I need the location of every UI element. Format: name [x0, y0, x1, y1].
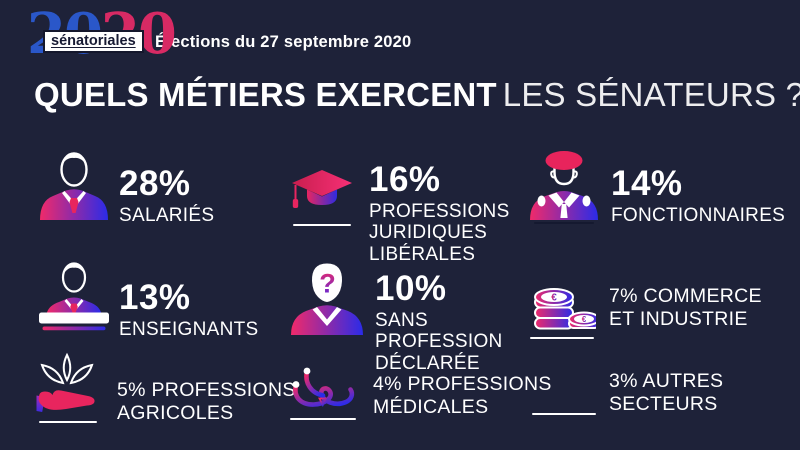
stethoscope-icon [292, 367, 355, 408]
stat-professions-agricoles: 5% PROFESSIONS AGRICOLES [36, 352, 296, 425]
stat-text: 4% PROFESSIONS MÉDICALES [373, 373, 552, 418]
stat-text: 5% PROFESSIONS AGRICOLES [117, 379, 296, 424]
divider-line [39, 421, 97, 423]
svg-text:€: € [582, 315, 587, 324]
stat-enseignants: 13% ENSEIGNANTS [38, 260, 259, 340]
stat-value: 13% [119, 278, 191, 317]
stat-commerce-industrie: € € 7% COMMERCE ET INDUSTRIE [528, 272, 762, 339]
beret-official-icon [530, 151, 598, 220]
svg-text:?: ? [319, 269, 336, 299]
stat-label: FONCTIONNAIRES [611, 205, 786, 226]
divider-line [293, 224, 351, 226]
stat-professions-juridiques-liberales: 16% PROFESSIONS JURIDIQUES LIBÉRALES [290, 148, 510, 265]
svg-text:€: € [551, 292, 557, 303]
stat-salaries: 28% SALARIÉS [38, 148, 214, 226]
divider-line [534, 222, 594, 224]
graduation-cap-icon [292, 170, 352, 208]
logo-badge-senatoriales: sénatoriales [43, 30, 144, 53]
question-person-icon: ? [291, 263, 363, 335]
stat-label: SALARIÉS [119, 205, 215, 226]
stat-fonctionnaires: 14% FONCTIONNAIRES [528, 148, 785, 226]
page-title: QUELS MÉTIERS EXERCENT LES SÉNATEURS ? [34, 76, 800, 114]
stat-text: 3% AUTRES SECTEURS [609, 370, 724, 415]
event-date-label: Élections du 27 septembre 2020 [155, 33, 412, 51]
stat-sans-profession-declaree: ? 10% SANS PROFESSION DÉCLARÉE [288, 260, 503, 374]
teacher-desk-icon [39, 262, 109, 331]
stat-professions-medicales: 4% PROFESSIONS MÉDICALES [288, 362, 552, 420]
stat-value: 14% [611, 164, 683, 203]
stat-label: ENSEIGNANTS [119, 319, 259, 340]
stat-value: 10% [375, 269, 447, 308]
icon-spacer [532, 366, 596, 413]
euro-coins-icon: € € [534, 288, 596, 330]
page-title-light: LES SÉNATEURS ? [502, 76, 800, 113]
divider-line [290, 418, 356, 420]
stat-value: 16% [369, 160, 441, 199]
stat-autres-secteurs: 3% AUTRES SECTEURS [532, 366, 723, 416]
page-title-bold: QUELS MÉTIERS EXERCENT [34, 76, 497, 113]
divider-line [530, 337, 594, 339]
stat-text: 7% COMMERCE ET INDUSTRIE [609, 285, 762, 330]
stat-value: 28% [119, 164, 191, 203]
divider-line [532, 413, 596, 415]
hand-plant-icon [36, 352, 95, 412]
stat-label: PROFESSIONS JURIDIQUES LIBÉRALES [369, 201, 510, 265]
businessman-icon [40, 152, 108, 220]
stat-label: SANS PROFESSION DÉCLARÉE [375, 310, 503, 374]
